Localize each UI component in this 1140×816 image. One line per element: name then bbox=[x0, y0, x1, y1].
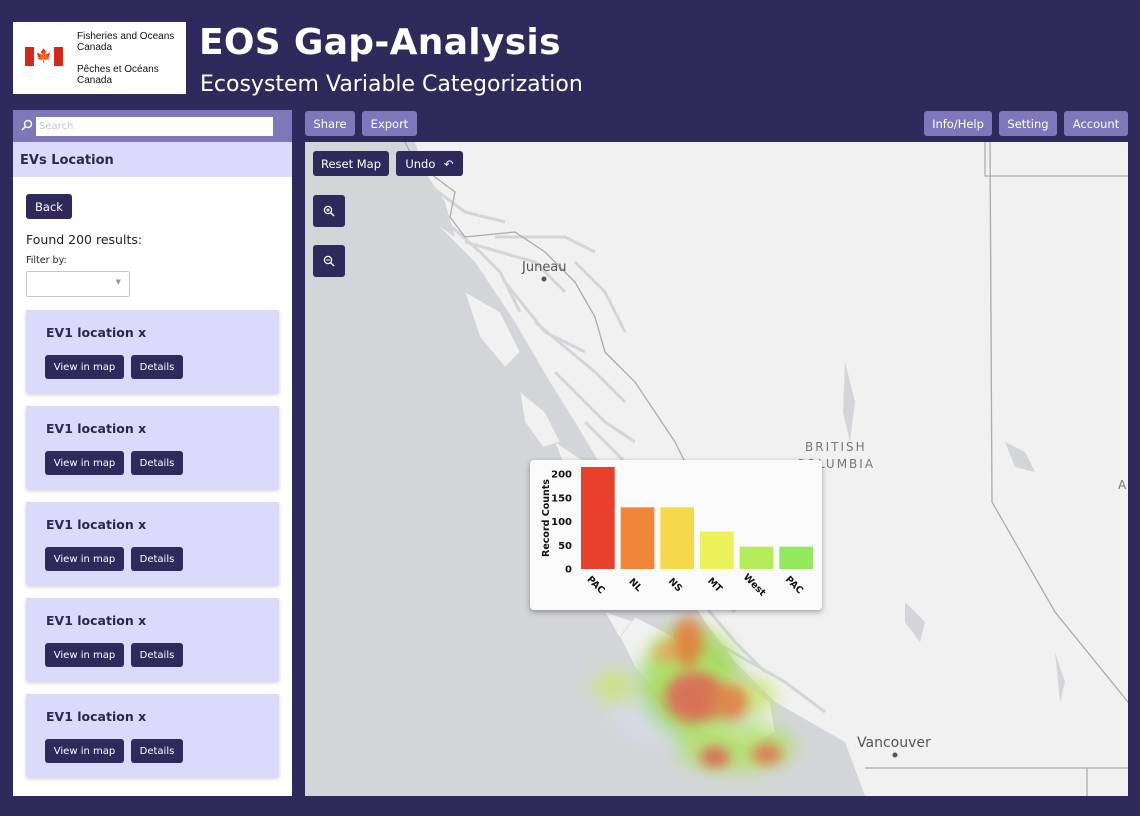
view-in-map-button[interactable]: View in map bbox=[45, 355, 124, 379]
card-title: EV1 location x bbox=[46, 421, 147, 436]
results-list: EV1 location x View in map Details EV1 l… bbox=[26, 310, 279, 790]
y-tick-label: 50 bbox=[558, 541, 572, 552]
details-button[interactable]: Details bbox=[131, 547, 183, 571]
record-counts-chart: Record Counts 0 50 100 150 200 PAC NL NS MT West PA… bbox=[541, 467, 814, 599]
search-icon bbox=[21, 119, 33, 131]
list-item: EV1 location x View in map Details bbox=[26, 502, 279, 585]
x-tick-label: NL bbox=[626, 576, 644, 594]
y-tick-label: 150 bbox=[551, 493, 572, 504]
place-label-edge: A bbox=[1118, 478, 1127, 492]
filter-label: Filter by: bbox=[26, 255, 67, 266]
zoom-out-button[interactable] bbox=[313, 245, 345, 277]
y-axis-label: Record Counts bbox=[541, 479, 552, 557]
juneau-marker bbox=[541, 276, 547, 282]
details-button[interactable]: Details bbox=[131, 355, 183, 379]
card-title: EV1 location x bbox=[46, 517, 147, 532]
card-title: EV1 location x bbox=[46, 709, 147, 724]
bar[interactable] bbox=[779, 546, 814, 569]
bar[interactable] bbox=[699, 531, 734, 569]
place-label-juneau: Juneau bbox=[522, 260, 567, 275]
x-tick-label: PAC bbox=[584, 574, 606, 596]
view-in-map-button[interactable]: View in map bbox=[45, 739, 124, 763]
details-button[interactable]: Details bbox=[131, 739, 183, 763]
search-input[interactable] bbox=[36, 117, 273, 136]
share-button[interactable]: Share bbox=[305, 111, 355, 136]
y-tick-label: 200 bbox=[551, 470, 572, 481]
x-tick-label: NS bbox=[666, 576, 684, 594]
dfo-logo: 🍁 Fisheries and Oceans Canada Pêches et … bbox=[13, 22, 186, 94]
bar[interactable] bbox=[620, 507, 655, 569]
results-count: Found 200 results: bbox=[26, 232, 143, 247]
app-subtitle: Ecosystem Variable Categorization bbox=[200, 72, 583, 97]
vancouver-marker bbox=[892, 752, 898, 758]
card-title: EV1 location x bbox=[46, 613, 147, 628]
zoom-in-icon bbox=[323, 205, 335, 217]
zoom-out-icon bbox=[323, 255, 335, 267]
view-in-map-button[interactable]: View in map bbox=[45, 643, 124, 667]
y-tick-label: 100 bbox=[551, 517, 572, 528]
details-button[interactable]: Details bbox=[131, 643, 183, 667]
setting-button[interactable]: Setting bbox=[999, 111, 1057, 136]
x-tick-label: West bbox=[741, 572, 768, 599]
org-name-english: Fisheries and Oceans Canada bbox=[77, 31, 175, 53]
org-name-french: Pêches et Océans Canada bbox=[77, 64, 159, 86]
back-button[interactable]: Back bbox=[26, 194, 72, 219]
section-title: EVs Location bbox=[13, 142, 292, 177]
account-button[interactable]: Account bbox=[1064, 111, 1128, 136]
sidebar: EVs Location Back Found 200 results: Fil… bbox=[13, 110, 292, 796]
search-bar bbox=[13, 110, 292, 142]
export-button[interactable]: Export bbox=[362, 111, 417, 136]
y-tick-label: 0 bbox=[565, 565, 572, 576]
record-counts-popup: Record Counts 0 50 100 150 200 PAC NL NS MT West PA… bbox=[530, 460, 822, 610]
place-label-vancouver: Vancouver bbox=[857, 735, 931, 751]
list-item: EV1 location x View in map Details bbox=[26, 310, 279, 393]
details-button[interactable]: Details bbox=[131, 451, 183, 475]
undo-arrow-icon: ↶ bbox=[444, 156, 454, 171]
filter-select[interactable]: ▼ bbox=[26, 271, 130, 297]
map-view[interactable]: Juneau BRITISH COLUMBIA Vancouver A Rese… bbox=[305, 142, 1128, 796]
bar[interactable] bbox=[660, 507, 695, 569]
view-in-map-button[interactable]: View in map bbox=[45, 451, 124, 475]
list-item: EV1 location x View in map Details bbox=[26, 694, 279, 777]
undo-button[interactable]: Undo ↶ bbox=[396, 151, 463, 176]
list-item: EV1 location x View in map Details bbox=[26, 406, 279, 489]
bar[interactable] bbox=[739, 546, 774, 569]
chevron-down-icon: ▼ bbox=[115, 278, 121, 286]
canada-flag-icon: 🍁 bbox=[25, 47, 63, 66]
info-help-button[interactable]: Info/Help bbox=[924, 111, 992, 136]
list-item: EV1 location x View in map Details bbox=[26, 598, 279, 681]
view-in-map-button[interactable]: View in map bbox=[45, 547, 124, 571]
zoom-in-button[interactable] bbox=[313, 195, 345, 227]
x-tick-label: PAC bbox=[783, 574, 805, 596]
app-title: EOS Gap-Analysis bbox=[199, 22, 561, 63]
card-title: EV1 location x bbox=[46, 325, 147, 340]
reset-map-button[interactable]: Reset Map bbox=[313, 151, 389, 176]
bar[interactable] bbox=[580, 467, 615, 569]
place-label-bc-line1: BRITISH bbox=[805, 440, 867, 454]
x-tick-label: MT bbox=[705, 576, 724, 595]
